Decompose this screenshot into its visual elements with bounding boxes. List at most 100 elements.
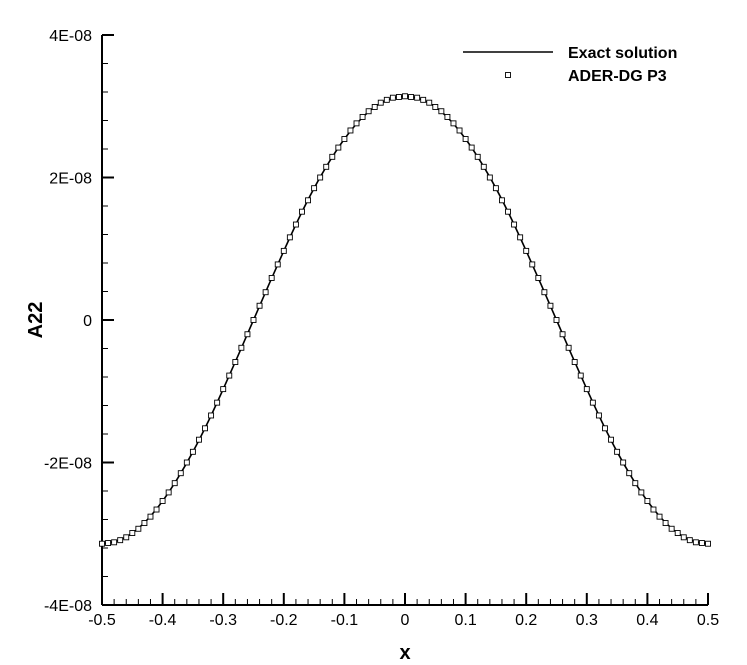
ader-dg-marker <box>208 412 215 419</box>
ader-dg-marker <box>571 359 578 365</box>
ader-dg-marker <box>480 163 487 170</box>
ader-dg-marker <box>250 317 257 323</box>
ader-dg-marker <box>177 470 184 477</box>
ader-dg-marker <box>486 174 493 181</box>
ader-dg-marker <box>359 113 366 120</box>
x-tick-label: -0.2 <box>270 612 298 629</box>
ader-dg-marker <box>565 344 572 351</box>
ader-dg-marker <box>220 386 227 393</box>
ader-dg-marker <box>517 234 524 241</box>
x-tick-label: 0.4 <box>636 612 658 629</box>
ader-dg-marker <box>408 94 415 100</box>
ader-dg-marker <box>589 399 596 406</box>
ader-dg-marker <box>232 359 239 365</box>
ader-dg-marker <box>311 185 318 192</box>
x-tick-label: 0 <box>401 612 410 629</box>
ader-dg-marker <box>698 540 705 546</box>
ader-dg-marker <box>317 174 324 181</box>
ader-dg-marker <box>135 525 142 532</box>
ader-dg-marker <box>274 261 281 268</box>
ader-dg-marker <box>444 113 451 120</box>
ader-dg-marker <box>662 520 669 527</box>
ader-dg-marker <box>341 136 348 142</box>
ader-dg-marker <box>644 498 651 504</box>
ader-dg-marker <box>123 534 130 541</box>
ader-dg-marker <box>432 104 439 110</box>
ader-dg-marker <box>529 261 536 268</box>
ader-dg-marker <box>262 289 269 296</box>
x-tick-label: -0.4 <box>149 612 177 629</box>
ader-dg-marker <box>347 127 354 134</box>
ader-dg-marker <box>505 208 511 215</box>
ader-dg-marker <box>620 459 627 466</box>
y-tick-label: -4E-08 <box>44 598 92 615</box>
ader-dg-marker <box>335 144 342 151</box>
ader-dg-marker <box>389 94 396 101</box>
ader-dg-marker <box>535 275 542 281</box>
ader-dg-marker <box>541 289 548 296</box>
ader-dg-marker <box>692 539 699 546</box>
ader-dg-marker <box>656 513 663 520</box>
ader-dg-marker <box>414 94 421 101</box>
ader-dg-marker <box>153 506 160 513</box>
ader-dg-marker <box>626 470 633 477</box>
ader-dg-marker <box>353 120 360 127</box>
ader-dg-marker <box>686 537 693 544</box>
y-tick-label: -2E-08 <box>44 456 92 473</box>
ader-dg-marker <box>632 480 639 487</box>
ader-dg-marker <box>395 94 402 100</box>
ader-dg-marker <box>595 412 602 419</box>
y-axis-title: A22 <box>25 302 47 339</box>
ticks <box>101 34 709 606</box>
ader-dg-marker <box>614 448 621 455</box>
ader-dg-marker <box>650 506 657 513</box>
tick-labels: -0.5 -0.4 -0.3 -0.2 -0.1 0 0.1 0.2 0.3 0.4 0.5 -4E-… <box>44 28 719 629</box>
legend-label-ader: ADER-DG P3 <box>568 68 667 85</box>
ader-dg-marker <box>238 344 245 351</box>
ader-dg-marker <box>638 489 645 496</box>
ader-dg-marker <box>196 436 202 443</box>
ader-dg-marker <box>547 302 554 309</box>
ader-dg-marker <box>299 208 305 215</box>
ader-dg-marker <box>159 498 166 504</box>
ader-dg-marker <box>438 108 445 115</box>
ader-dg-marker <box>99 540 105 547</box>
ader-dg-marker <box>583 386 590 393</box>
ader-dg-marker <box>680 534 687 541</box>
ader-dg-marker <box>256 302 263 309</box>
ader-dg-marker <box>305 197 311 204</box>
ader-dg-marker <box>111 539 118 546</box>
ader-dg-marker <box>371 104 378 110</box>
ader-dg-marker <box>511 221 518 228</box>
y-tick-label: 2E-08 <box>49 171 92 188</box>
ader-dg-marker <box>292 221 299 228</box>
ader-dg-marker <box>553 317 560 323</box>
ader-dg-marker <box>456 127 463 134</box>
x-tick-label: -0.1 <box>331 612 359 629</box>
ader-dg-marker <box>117 537 124 544</box>
x-tick-label: 0.3 <box>576 612 598 629</box>
x-tick-label: 0.2 <box>515 612 537 629</box>
legend-marker-swatch <box>505 72 511 78</box>
y-tick-label: 4E-08 <box>49 28 92 45</box>
x-tick-label: -0.3 <box>209 612 237 629</box>
ader-dg-marker <box>189 448 196 455</box>
ader-dg-marker <box>268 275 275 281</box>
series-exact-solution-line <box>101 95 709 545</box>
ader-dg-marker <box>668 525 675 532</box>
ader-dg-marker <box>129 530 136 536</box>
ader-dg-marker <box>674 530 681 536</box>
ader-dg-marker <box>608 436 614 443</box>
ader-dg-marker <box>523 247 530 254</box>
legend-label-exact: Exact solution <box>568 45 677 62</box>
x-tick-label: 0.5 <box>697 612 719 629</box>
ader-dg-marker <box>141 520 148 527</box>
ader-dg-marker <box>705 540 711 547</box>
ader-dg-marker <box>365 108 372 115</box>
ader-dg-marker <box>147 513 154 520</box>
ader-dg-marker <box>492 185 499 192</box>
legend: Exact solution ADER-DG P3 <box>463 45 677 85</box>
ader-dg-marker <box>426 99 433 106</box>
x-tick-label: 0.1 <box>454 612 476 629</box>
ader-dg-marker <box>499 197 505 204</box>
